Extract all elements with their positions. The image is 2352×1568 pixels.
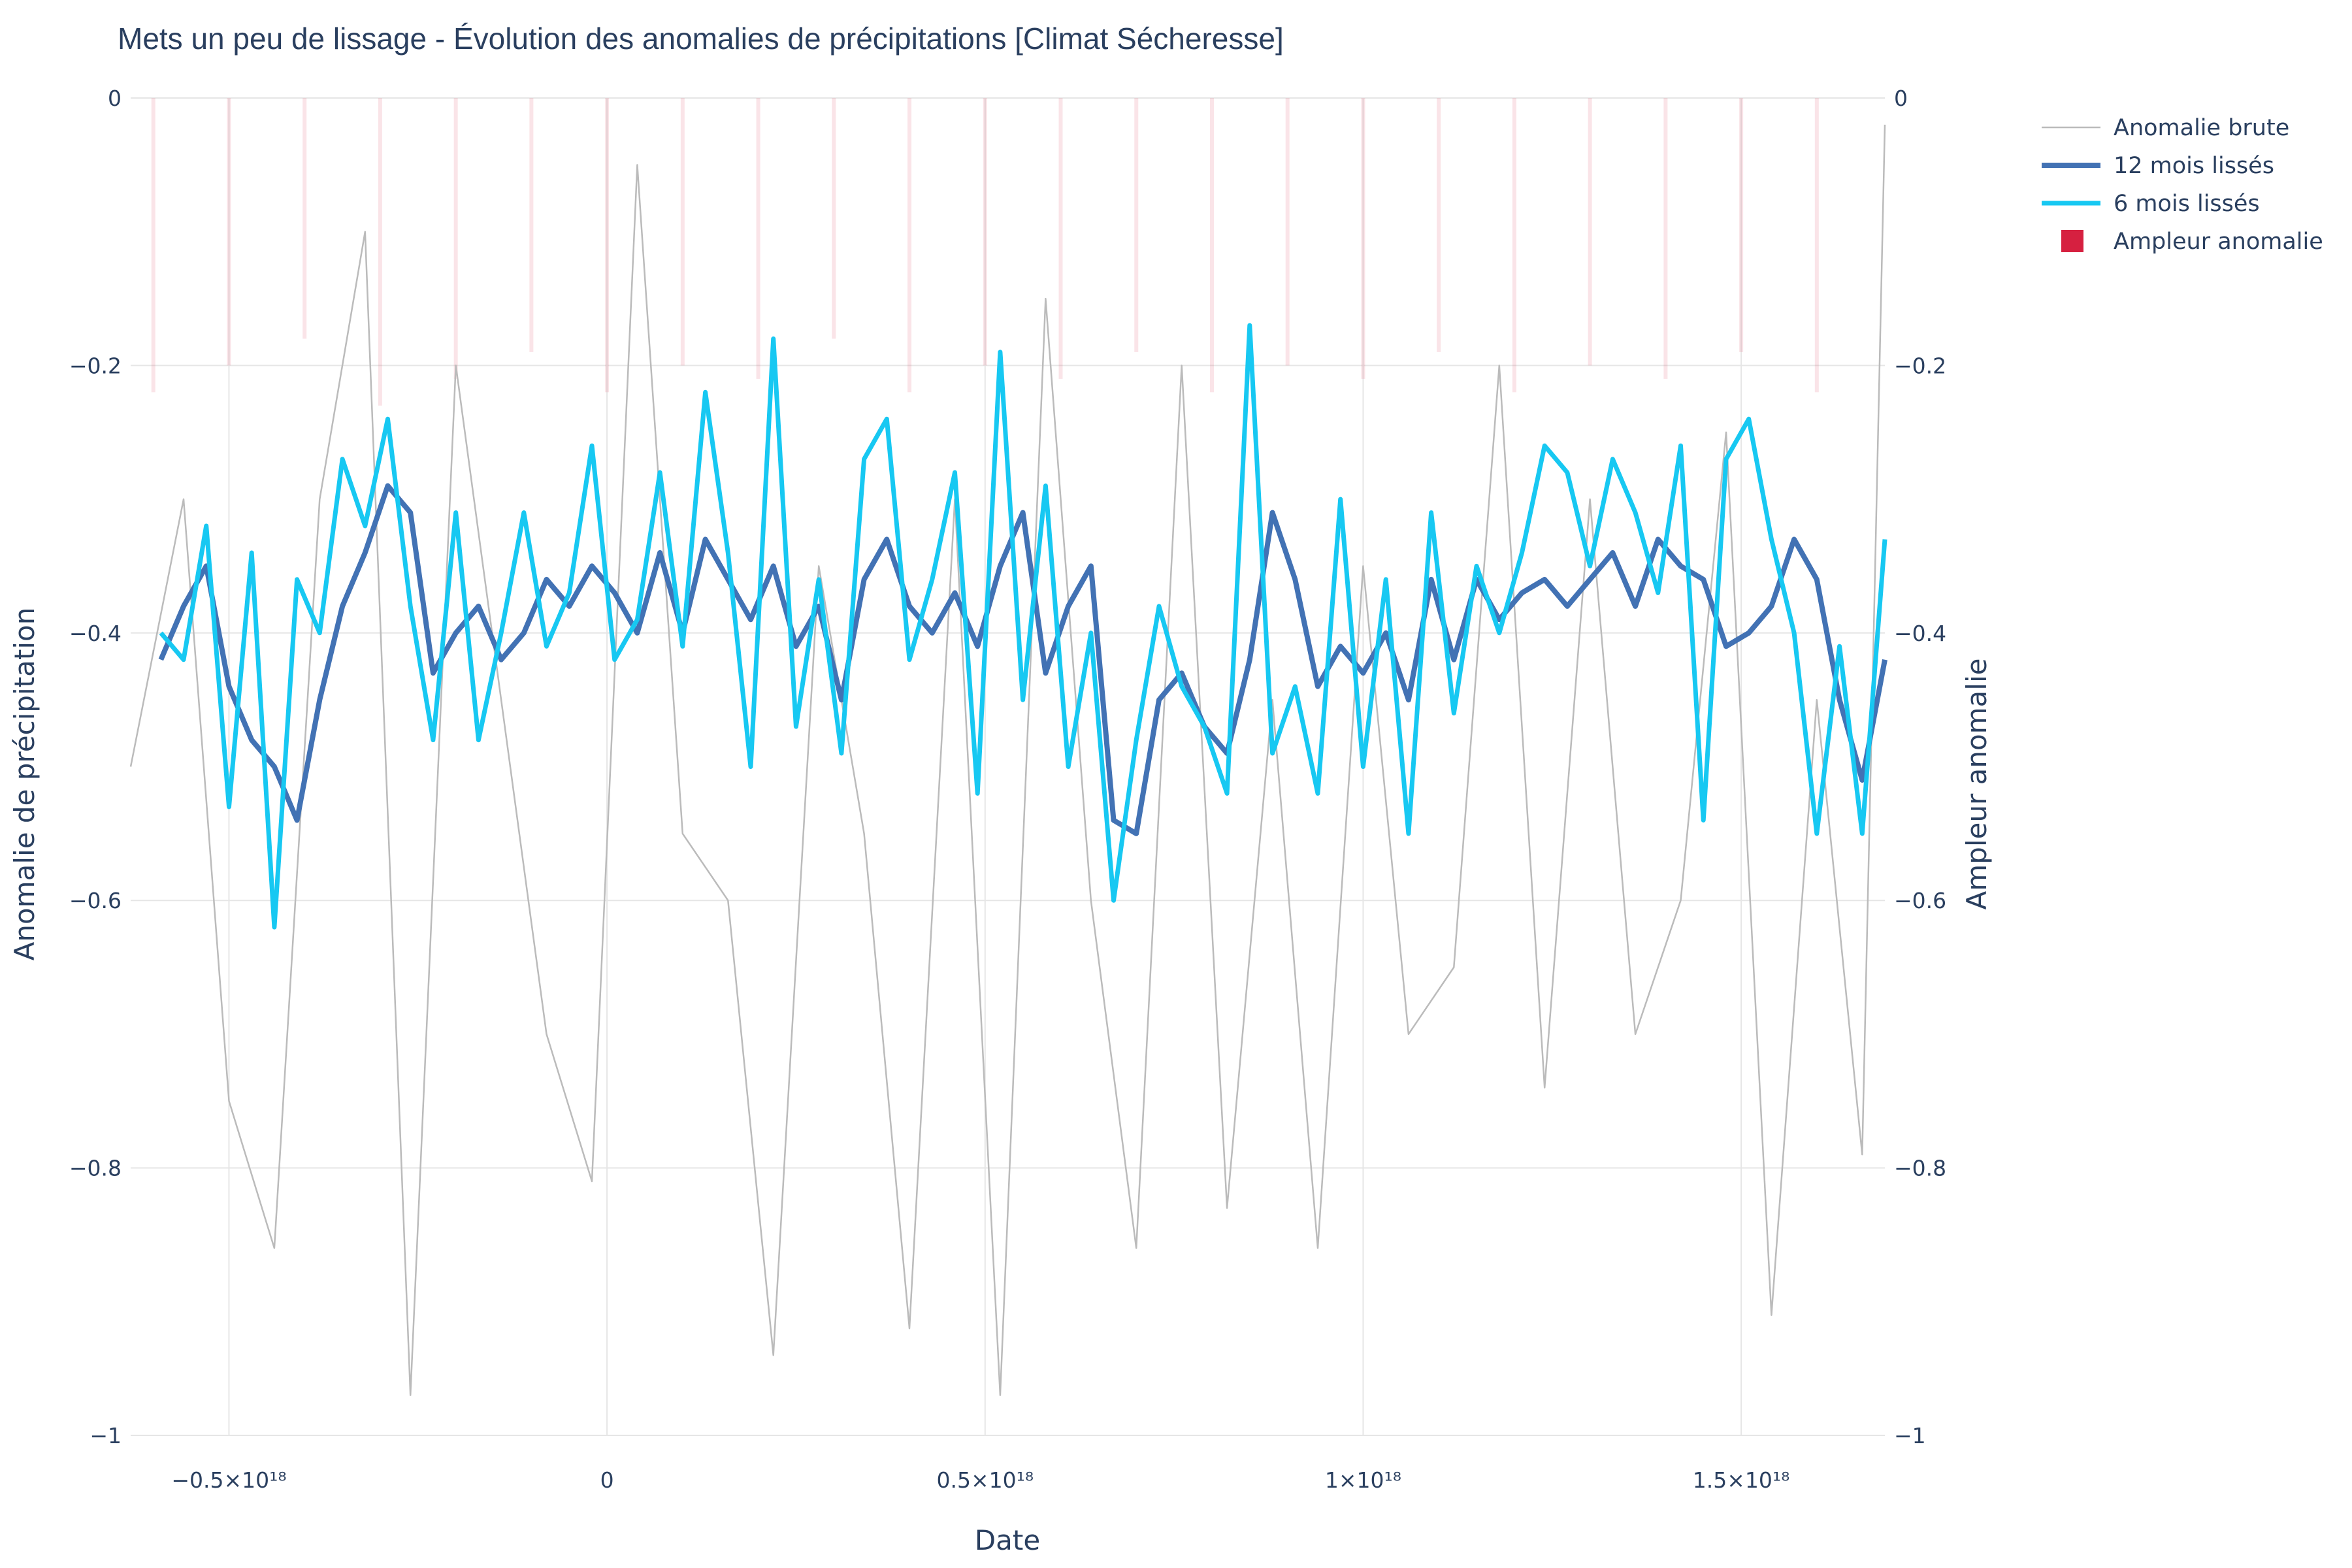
magnitude-bar	[1134, 98, 1139, 352]
magnitude-bar	[605, 98, 610, 393]
y2-tick-label: −1	[1894, 1423, 1926, 1448]
series-line-2	[159, 323, 1887, 930]
y-tick-label: −0.2	[69, 353, 122, 378]
y-tick-label: 0	[108, 86, 122, 111]
series-line-0	[129, 124, 1886, 1396]
magnitude-bar	[1361, 98, 1365, 379]
magnitude-bar	[832, 98, 836, 339]
y2-tick-label: −0.8	[1894, 1156, 1946, 1181]
magnitude-bar	[453, 98, 458, 379]
y-tick-label: −0.6	[69, 888, 122, 913]
legend-label: 12 mois lissés	[2114, 153, 2274, 179]
magnitude-bar	[756, 98, 760, 379]
magnitude-bar	[1209, 98, 1214, 393]
magnitude-bar	[907, 98, 912, 393]
series-line-1	[158, 483, 1887, 836]
x-tick-label: −0.5×10¹⁸	[171, 1467, 286, 1493]
y2-axis-title: Ampleur anomalie	[1961, 659, 1993, 910]
y-tick-label: −1	[90, 1423, 122, 1448]
x-tick-label: 0.5×10¹⁸	[936, 1467, 1034, 1493]
y2-tick-label: −0.4	[1894, 621, 1946, 646]
magnitude-bar	[227, 98, 231, 366]
y2-axis-ticks: 0 −0.2 −0.4 −0.6 −0.8 −1	[1894, 86, 1946, 1448]
magnitude-bar	[1739, 98, 1744, 352]
x-tick-label: 1×10¹⁸	[1325, 1467, 1401, 1493]
grid-layer	[131, 97, 1885, 1436]
legend: Anomalie brute 12 mois lissés 6 mois lissé…	[2042, 115, 2323, 255]
legend-label: Anomalie brute	[2114, 115, 2289, 141]
y-tick-label: −0.4	[69, 621, 122, 646]
legend-swatch	[2061, 230, 2083, 252]
magnitude-bar	[378, 98, 382, 406]
magnitude-bar	[1058, 98, 1063, 379]
magnitude-bar	[983, 98, 987, 366]
y2-tick-label: 0	[1894, 86, 1908, 111]
legend-label: 6 mois lissés	[2114, 191, 2260, 217]
magnitude-bar	[151, 98, 155, 393]
x-tick-label: 1.5×10¹⁸	[1693, 1467, 1790, 1493]
y2-tick-label: −0.6	[1894, 888, 1946, 913]
series-layer	[129, 124, 1887, 1396]
y-axis-title: Anomalie de précipitation	[8, 608, 41, 961]
magnitude-bar	[529, 98, 534, 352]
y2-tick-label: −0.2	[1894, 353, 1946, 378]
legend-label: Ampleur anomalie	[2114, 229, 2323, 255]
y-tick-label: −0.8	[69, 1156, 122, 1181]
magnitude-bar	[1512, 98, 1516, 393]
x-axis-title: Date	[975, 1524, 1040, 1556]
x-tick-label: 0	[600, 1467, 614, 1493]
magnitude-bar	[1588, 98, 1592, 366]
magnitude-bar	[1814, 98, 1819, 393]
y-axis-ticks: 0 −0.2 −0.4 −0.6 −0.8 −1	[69, 86, 122, 1448]
magnitude-bar	[1437, 98, 1441, 352]
magnitude-bar	[1663, 98, 1668, 379]
magnitude-bar	[680, 98, 685, 366]
magnitude-bar	[1285, 98, 1290, 366]
x-axis-ticks: −0.5×10¹⁸ 0 0.5×10¹⁸ 1×10¹⁸ 1.5×10¹⁸	[171, 1467, 1789, 1493]
magnitude-bars	[151, 98, 1819, 406]
chart-title: Mets un peu de lissage - Évolution des a…	[118, 22, 1284, 56]
magnitude-bar	[302, 98, 307, 339]
